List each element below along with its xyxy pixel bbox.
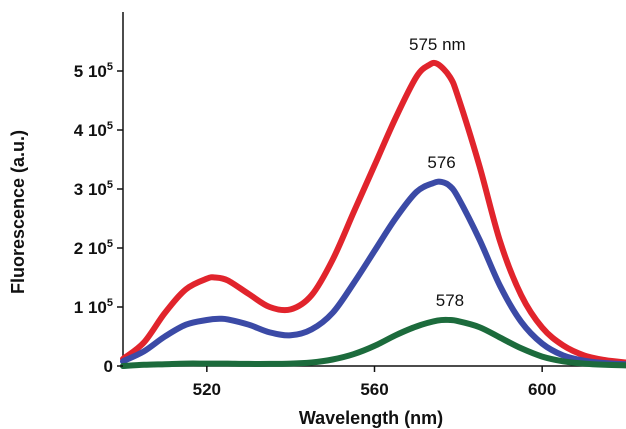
x-tick-label: 560 (360, 380, 388, 399)
y-tick-label: 4 105 (74, 120, 113, 140)
annotations-layer: 575 nm 576 578 (409, 35, 466, 310)
y-tick-label: 1 105 (74, 297, 113, 317)
y-tick-label: 2 105 (74, 238, 113, 258)
axes (122, 12, 626, 367)
y-tick-label: 3 105 (74, 179, 113, 199)
series-line-2 (120, 178, 626, 368)
series-line-1 (120, 59, 626, 366)
peak-label-3: 578 (436, 291, 464, 310)
x-tick-label: 600 (528, 380, 556, 399)
series-layer (120, 59, 626, 369)
y-tick-label: 0 (104, 357, 113, 376)
y-axis-title: Fluorescence (a.u.) (8, 130, 28, 294)
x-axis-title: Wavelength (nm) (299, 408, 443, 428)
ticks-layer: 520 560 600 0 1 105 2 105 3 105 4 105 5 105 (74, 61, 557, 399)
peak-label-2: 576 (427, 153, 455, 172)
peak-label-1: 575 nm (409, 35, 466, 54)
x-tick-label: 520 (193, 380, 221, 399)
series-line-3 (120, 316, 626, 369)
y-tick-label: 5 105 (74, 61, 113, 81)
